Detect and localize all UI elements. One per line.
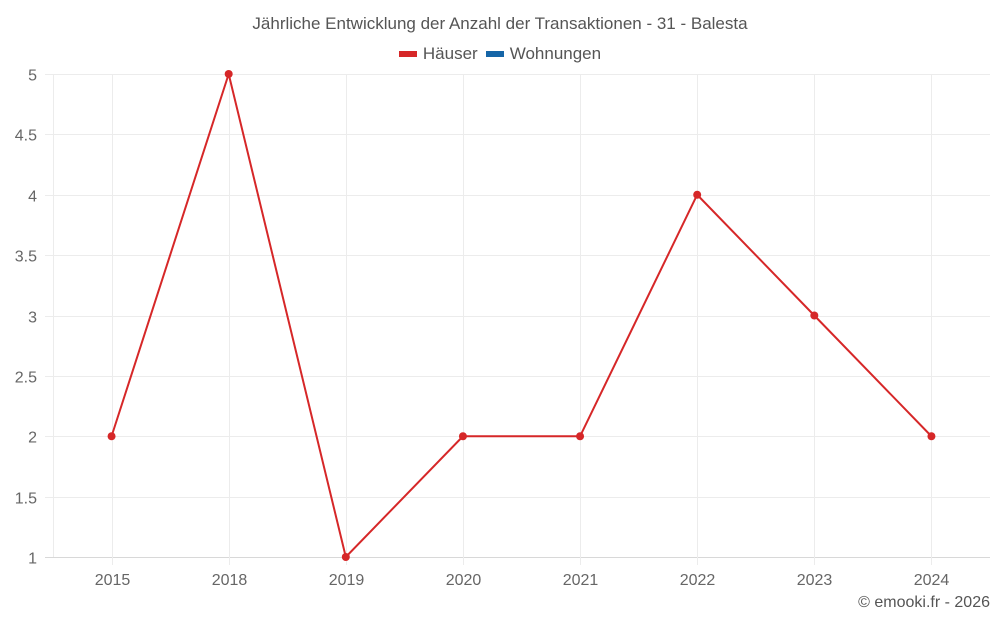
y-tick-label: 1 xyxy=(28,551,37,568)
series-line-häuser xyxy=(110,70,933,559)
data-point[interactable] xyxy=(810,311,819,320)
y-tick-label: 1.5 xyxy=(15,491,37,508)
data-point[interactable] xyxy=(107,432,116,441)
data-point[interactable] xyxy=(458,432,467,441)
x-tick-label: 2023 xyxy=(797,572,833,589)
x-tick-label: 2020 xyxy=(446,572,482,589)
x-tick-label: 2021 xyxy=(563,572,599,589)
y-tick-label: 2 xyxy=(28,430,37,447)
y-tick-label: 5 xyxy=(28,68,37,85)
data-point[interactable] xyxy=(693,190,702,199)
data-point[interactable] xyxy=(927,432,936,441)
data-point[interactable] xyxy=(224,70,233,78)
data-point[interactable] xyxy=(341,553,350,561)
x-tick-label: 2018 xyxy=(212,572,248,589)
y-tick-label: 4.5 xyxy=(15,128,37,145)
legend: Häuser Wohnungen xyxy=(0,44,1000,64)
legend-label-haeuser: Häuser xyxy=(422,44,478,63)
y-tick-label: 3.5 xyxy=(15,249,37,266)
legend-item-wohnungen[interactable]: Wohnungen xyxy=(485,44,602,64)
y-tick-label: 3 xyxy=(28,310,37,327)
y-tick-label: 4 xyxy=(28,189,37,206)
x-tick-label: 2024 xyxy=(914,572,950,589)
data-point[interactable] xyxy=(576,432,585,441)
legend-item-haeuser[interactable]: Häuser xyxy=(398,44,478,64)
y-tick-label: 2.5 xyxy=(15,370,37,387)
copyright-credit: © emooki.fr - 2026 xyxy=(858,594,990,611)
x-tick-label: 2019 xyxy=(329,572,365,589)
legend-swatch-haeuser-icon xyxy=(398,51,417,57)
legend-label-wohnungen: Wohnungen xyxy=(509,44,602,63)
chart-title: Jährliche Entwicklung der Anzahl der Tra… xyxy=(252,14,748,33)
x-tick-label: 2022 xyxy=(680,572,716,589)
legend-swatch-wohnungen-icon xyxy=(485,51,504,57)
x-tick-label: 2015 xyxy=(95,572,131,589)
